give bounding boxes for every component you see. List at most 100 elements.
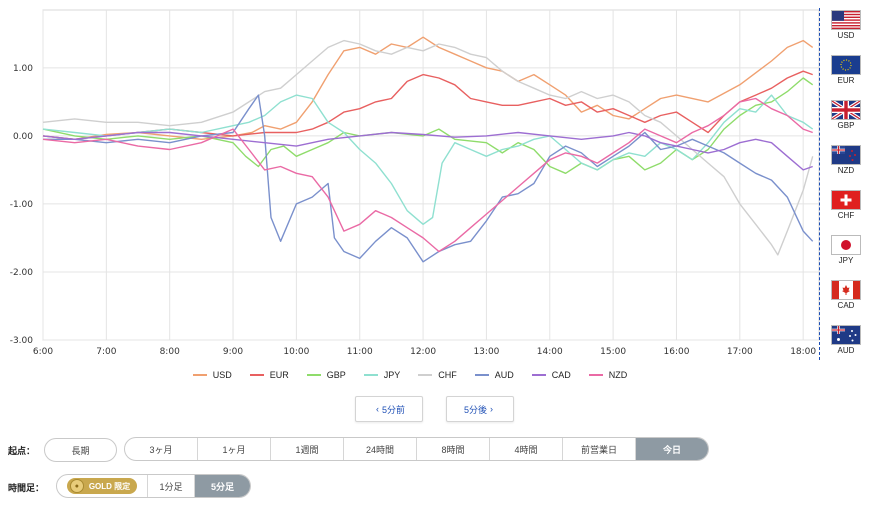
x-tick-label: 17:00 (727, 347, 753, 357)
flag-item-aud[interactable]: AUD (830, 325, 862, 355)
series-line-nzd (42, 97, 813, 253)
flag-item-usd[interactable]: USD (830, 10, 862, 40)
flag-item-eur[interactable]: EUR (830, 55, 862, 85)
flag-code-aud: AUD (837, 346, 855, 355)
japan-flag-icon (831, 235, 861, 255)
start-point-label: 起点： (8, 446, 36, 456)
flag-code-usd: USD (837, 31, 855, 40)
chart-svg: 1.00 0.00 -1.00 -2.00 -3.006:00 7:00 8:00 9:00 1… (10, 9, 820, 357)
legend-swatch (418, 374, 433, 376)
legend-swatch (306, 374, 321, 376)
legend-label: CHF (438, 370, 457, 380)
currency-strength-chart: 1.00 0.00 -1.00 -2.00 -3.00 6:00 7:00 8:00 9:00 1… (10, 9, 820, 357)
x-tick-label: 11:00 (347, 347, 373, 357)
legend-swatch (474, 374, 489, 376)
uk-flag-icon (831, 100, 861, 120)
start-option-6[interactable]: 前営業日 (563, 438, 636, 460)
series-line-usd (42, 36, 814, 140)
timeframe-option-1[interactable]: 5分足 (195, 475, 250, 497)
legend-label: AUD (494, 370, 514, 380)
timeframe-segment: ● GOLD 限定 1分足 5分足 (56, 474, 251, 498)
nz-flag-icon (831, 145, 861, 165)
swiss-flag-icon (831, 190, 861, 210)
legend-item-jpy[interactable]: JPY (363, 367, 401, 383)
chevron-right-icon: › (490, 404, 493, 414)
us-flag-icon (831, 10, 861, 30)
plot-area (42, 9, 820, 341)
chart-legend: USD EUR GBP JPY CHF AUD CAD NZD (0, 367, 820, 383)
chevron-left-icon: ‹ (375, 404, 379, 414)
series-line-jpy (42, 94, 814, 225)
x-tick-label: 8:00 (160, 347, 180, 357)
start-option-7[interactable]: 今日 (636, 438, 708, 460)
legend-label: USD (212, 370, 232, 380)
flag-code-chf: CHF (837, 211, 855, 220)
flag-code-nzd: NZD (837, 166, 855, 175)
legend-item-cad[interactable]: CAD (531, 367, 571, 383)
legend-label: CAD (551, 370, 571, 380)
legend-label: GBP (326, 370, 346, 380)
x-tick-label: 14:00 (537, 347, 563, 357)
flag-item-jpy[interactable]: JPY (830, 235, 862, 265)
australia-flag-icon (831, 325, 861, 345)
start-option-3[interactable]: 24時間 (344, 438, 417, 460)
gold-badge-label: GOLD 限定 (88, 481, 131, 491)
legend-swatch (249, 374, 264, 376)
prev-5min-button[interactable]: ‹ 5分前 (355, 396, 423, 422)
x-tick-label: 7:00 (96, 347, 116, 357)
start-option-5[interactable]: 4時間 (490, 438, 563, 460)
x-tick-label: 16:00 (664, 347, 690, 357)
legend-label: NZD (608, 370, 628, 380)
legend-swatch (192, 374, 207, 376)
gold-coin-icon: ● (69, 479, 84, 493)
start-long-button[interactable]: 長期 (44, 438, 117, 462)
series-line-cad (42, 131, 813, 171)
flag-code-jpy: JPY (838, 256, 854, 265)
flag-item-nzd[interactable]: NZD (830, 145, 862, 175)
next-5min-label: 5分後 (463, 404, 487, 415)
x-tick-label: 9:00 (223, 347, 243, 357)
legend-swatch (531, 374, 546, 376)
flag-code-eur: EUR (837, 76, 855, 85)
start-option-2[interactable]: 1週間 (271, 438, 344, 460)
series-line-eur (42, 70, 813, 140)
flag-item-chf[interactable]: CHF (830, 190, 862, 220)
next-5min-button[interactable]: 5分後 › (446, 396, 514, 422)
timeframe-label: 時間足： (8, 483, 45, 493)
start-option-4[interactable]: 8時間 (417, 438, 490, 460)
series-line-aud (43, 94, 814, 263)
gold-badge-segment: ● GOLD 限定 (57, 475, 148, 497)
currency-flag-column: USD EUR GBP NZD (819, 8, 872, 360)
flag-item-cad[interactable]: CAD (830, 280, 862, 310)
y-tick-label: -2.00 (10, 268, 34, 278)
x-tick-label: 15:00 (600, 347, 626, 357)
legend-label: EUR (269, 370, 289, 380)
legend-label: JPY (383, 370, 401, 380)
legend-item-eur[interactable]: EUR (249, 367, 289, 383)
legend-swatch (588, 374, 603, 376)
flag-item-gbp[interactable]: GBP (830, 100, 862, 130)
x-tick-label: 10:00 (283, 347, 309, 357)
series-line-chf (42, 39, 814, 256)
series-line-gbp (42, 77, 814, 174)
legend-item-chf[interactable]: CHF (418, 367, 457, 383)
start-point-segment: 3ヶ月 1ヶ月 1週間 24時間 8時間 4時間 前営業日 今日 (124, 437, 709, 461)
legend-swatch (363, 374, 378, 376)
y-tick-label: 1.00 (13, 64, 33, 74)
x-tick-label: 13:00 (473, 347, 499, 357)
x-tick-label: 12:00 (410, 347, 436, 357)
x-tick-label: 6:00 (33, 347, 53, 357)
gold-badge: ● GOLD 限定 (66, 478, 138, 494)
canada-flag-icon (831, 280, 861, 300)
timeframe-option-0[interactable]: 1分足 (148, 475, 195, 497)
flag-code-gbp: GBP (837, 121, 855, 130)
legend-item-usd[interactable]: USD (192, 367, 232, 383)
y-tick-label: 0.00 (13, 132, 33, 142)
start-option-0[interactable]: 3ヶ月 (125, 438, 198, 460)
legend-item-gbp[interactable]: GBP (306, 367, 346, 383)
flag-code-cad: CAD (837, 301, 855, 310)
legend-item-aud[interactable]: AUD (474, 367, 514, 383)
legend-item-nzd[interactable]: NZD (588, 367, 628, 383)
eu-flag-icon (831, 55, 861, 75)
start-option-1[interactable]: 1ヶ月 (198, 438, 271, 460)
